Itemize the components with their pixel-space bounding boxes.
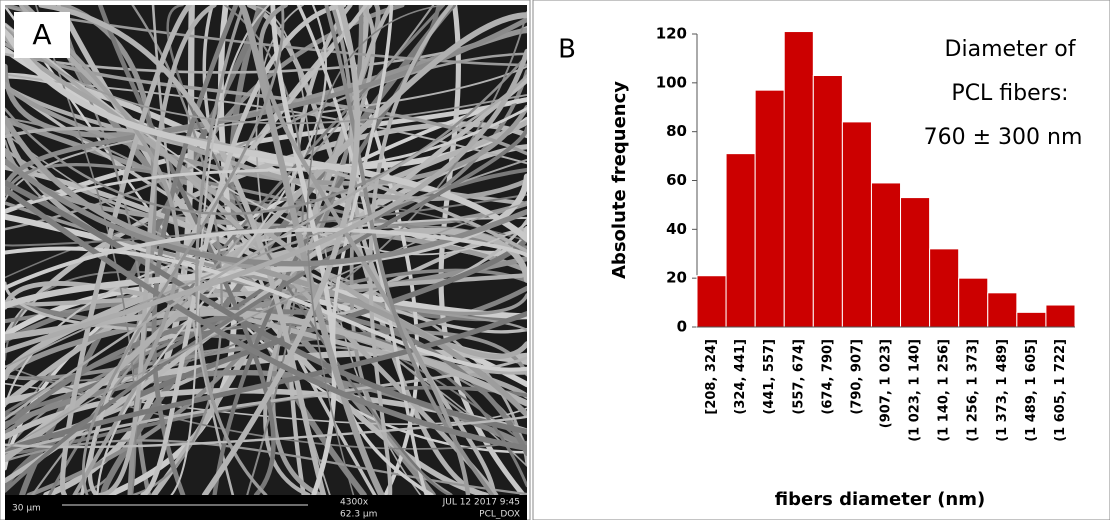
x-tick-label: (1 605, 1 722] [1053,339,1068,442]
bar [901,198,930,327]
bar [959,278,988,327]
date: JUL 12 2017 9:45 [442,498,520,508]
x-tick-label: (907, 1 023] [879,339,894,428]
annotation: Diameter of [945,37,1077,62]
panel-label: A [32,18,51,51]
annotation: 760 ± 300 nm [924,125,1083,150]
panel-label: B [558,35,576,65]
bar [784,32,813,327]
y-tick-label: 20 [666,269,687,287]
x-tick-label: (441, 557] [762,339,777,415]
x-tick-label: (1 023, 1 140] [908,339,923,442]
bar [755,90,784,327]
y-tick-label: 0 [677,318,687,336]
bar [726,154,755,327]
y-axis-label: Absolute frequency [609,81,630,279]
x-tick-label: (1 489, 1 605] [1024,339,1039,442]
bar [871,183,900,327]
sample: PCL_DOX [479,510,520,520]
y-tick-label: 120 [656,25,687,43]
magnification: 4300x [340,498,369,508]
bar [988,293,1017,327]
y-tick-label: 60 [666,171,687,189]
x-tick-label: (674, 790] [820,339,835,415]
y-tick-label: 40 [666,220,687,238]
scale-label: 30 µm [12,504,41,514]
x-tick-label: (1 256, 1 373] [966,339,981,442]
annotation: PCL fibers: [951,81,1068,106]
x-tick-label: [208, 324] [704,339,719,415]
bar [1017,312,1046,327]
x-tick-label: (790, 907] [849,339,864,415]
x-tick-label: (1 373, 1 489] [995,339,1010,442]
x-tick-label: (557, 674] [791,339,806,415]
x-tick-label: (1 140, 1 256] [937,339,952,442]
y-tick-label: 100 [656,73,687,91]
bar [842,122,871,327]
bar [697,276,726,327]
bar [930,249,959,327]
field-width: 62.3 µm [340,510,377,520]
figure: 30 µm 4300x 62.3 µm JUL 12 2017 9:45 PCL… [0,0,1110,520]
bar [1046,305,1075,327]
bar [813,76,842,327]
y-tick-label: 80 [666,122,687,140]
x-axis-label: fibers diameter (nm) [775,489,985,510]
x-tick-label: (324, 441] [733,339,748,415]
